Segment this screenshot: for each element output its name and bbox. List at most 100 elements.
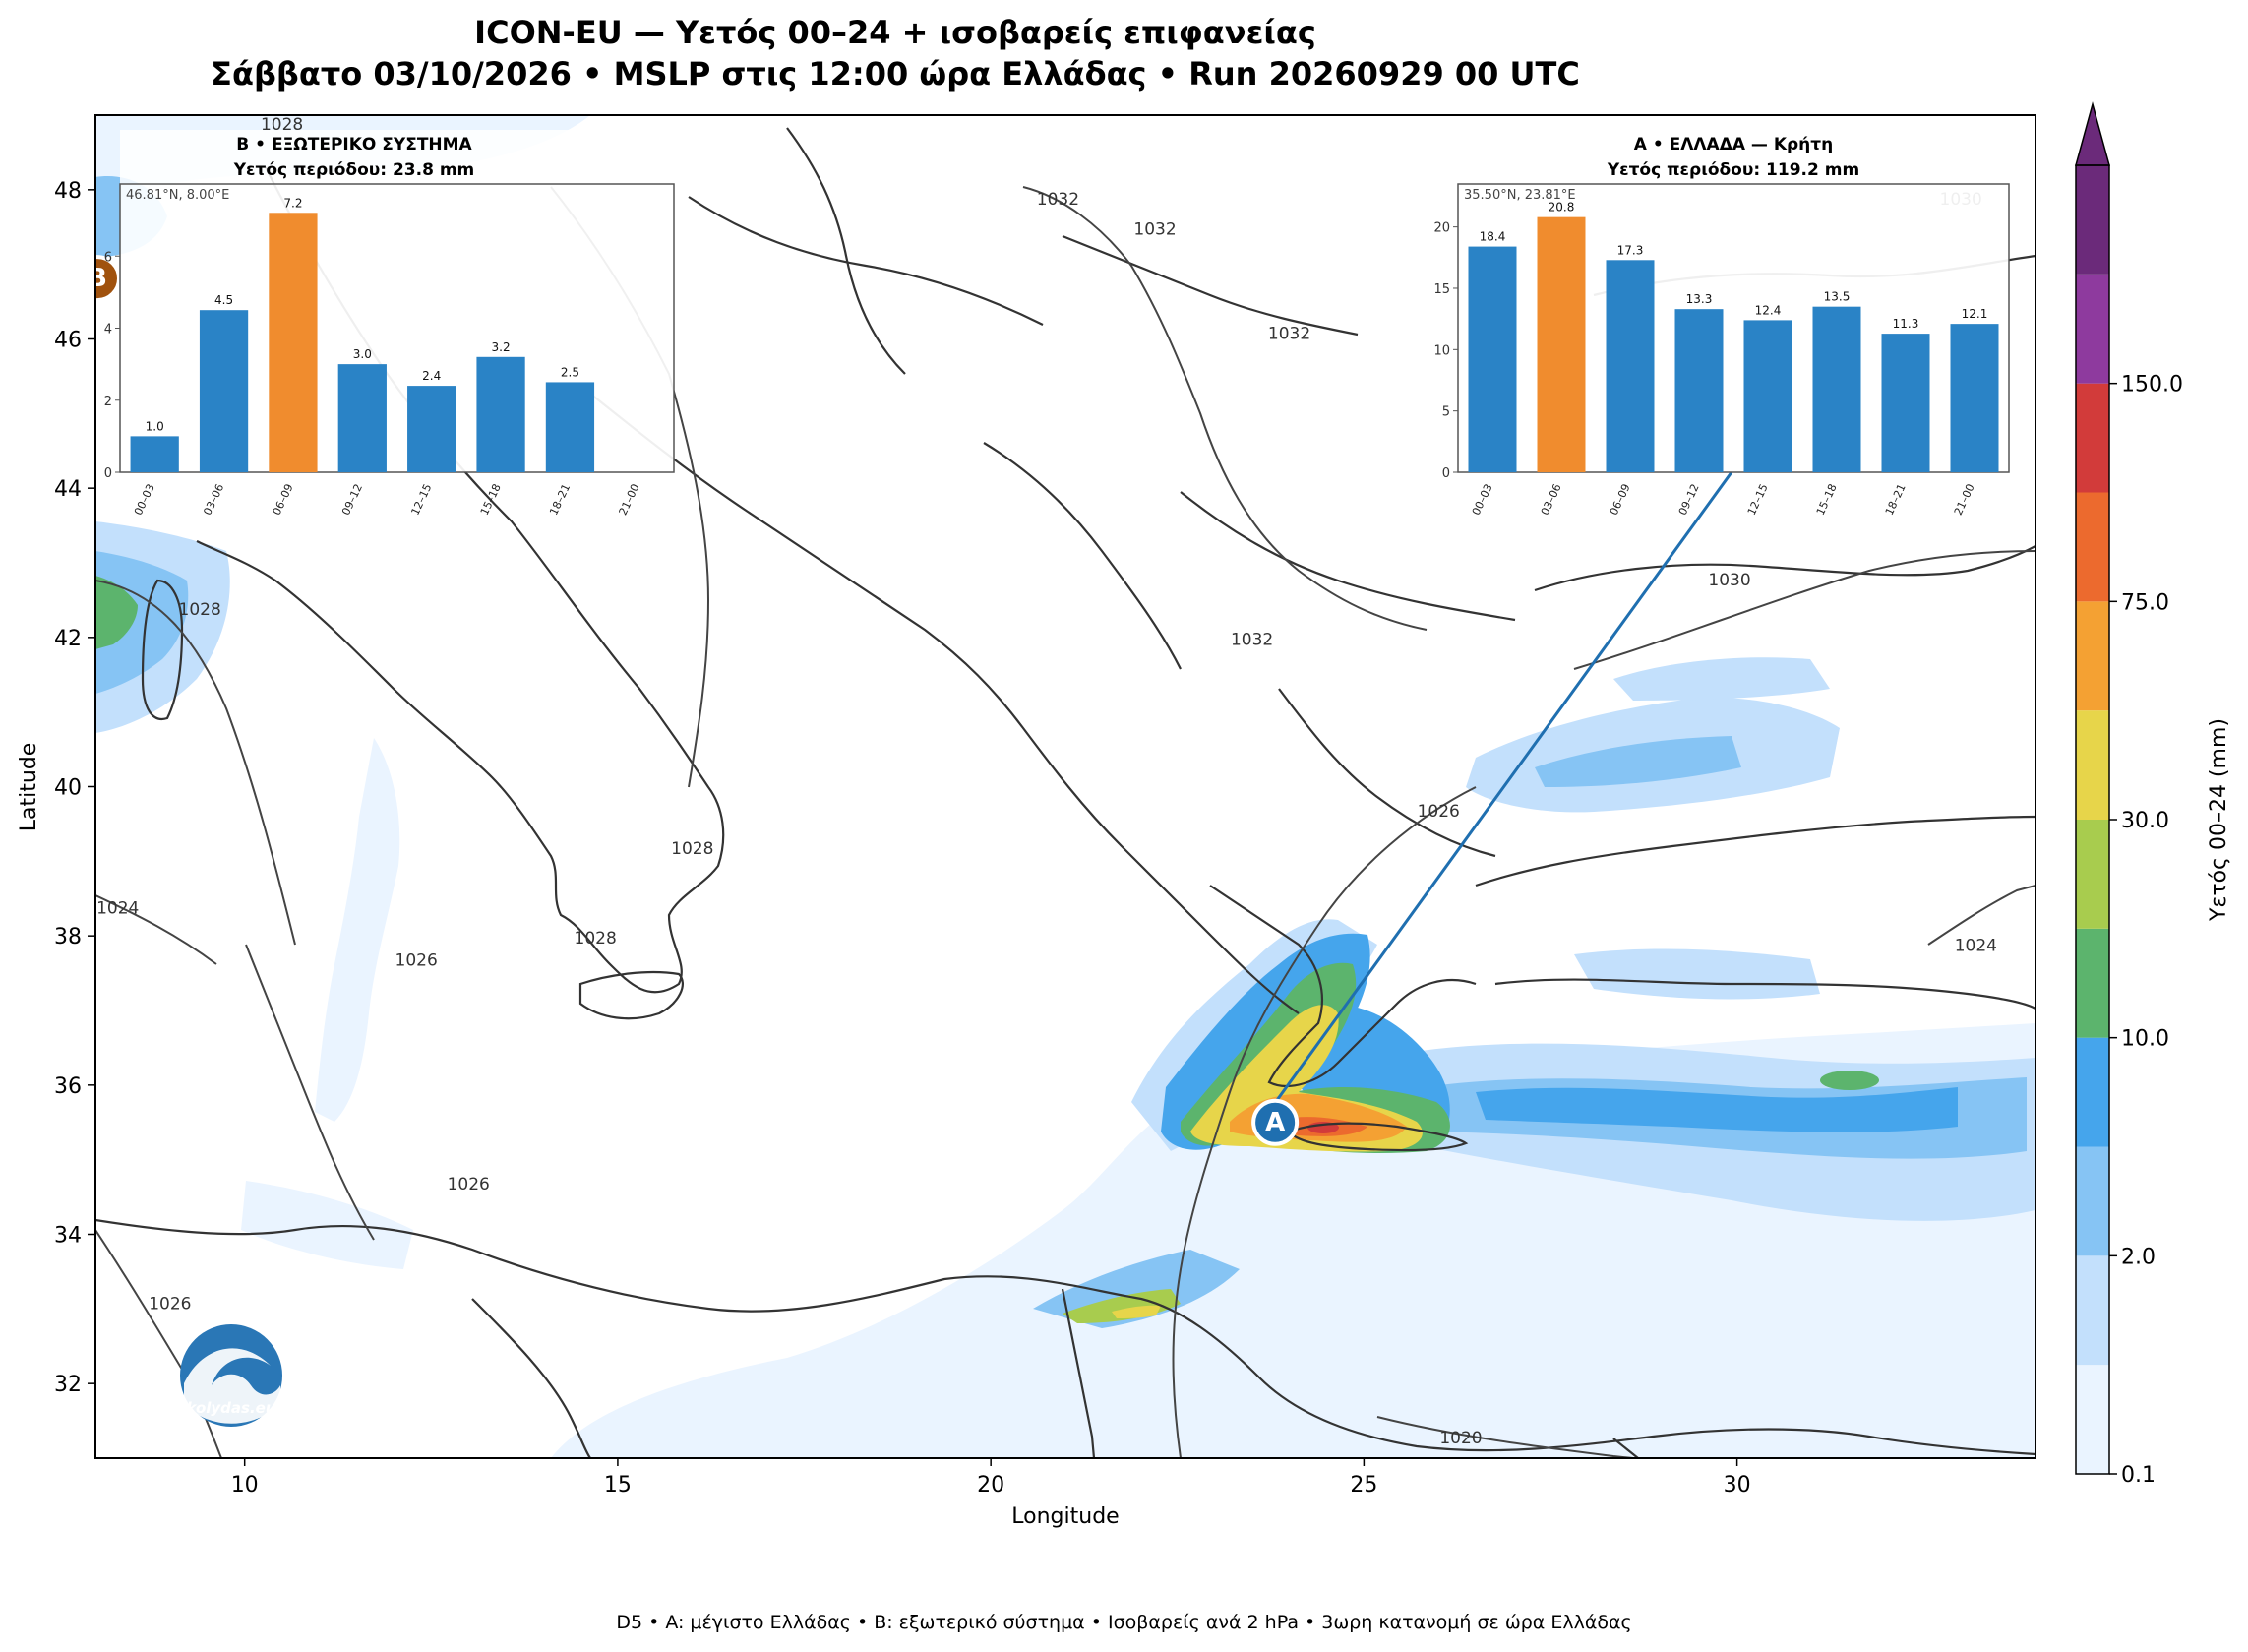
coast-black-sea — [1534, 545, 2035, 592]
marker-a-circle — [1251, 1098, 1300, 1146]
colorbar-segment — [2076, 1146, 2109, 1256]
isobar-1026-c — [95, 1229, 222, 1458]
marker-b-external-system[interactable]: B — [76, 255, 121, 303]
precip-area-black-sea — [1613, 657, 1830, 701]
inset-bar-value: 11.3 — [1893, 317, 1919, 331]
marker-a-connector — [1273, 471, 1733, 1104]
x-tick-label: 30 — [1724, 1473, 1751, 1498]
y-tick-label: 48 — [54, 179, 82, 204]
x-tick-label: 20 — [977, 1473, 1004, 1498]
isobar-label: 1026 — [395, 951, 438, 971]
inset-bar — [1537, 216, 1586, 473]
colorbar-tick-label: 75.0 — [2121, 590, 2169, 615]
coast-balkans — [589, 393, 1300, 1014]
isobar-label: 1026 — [149, 1294, 191, 1314]
colorbar-segment — [2076, 165, 2109, 275]
inset-bar-value: 1.0 — [146, 419, 164, 433]
border-9 — [1612, 1438, 1639, 1458]
kolydas-logo: kolydas.eu — [180, 1324, 282, 1427]
inset-y-tick-label: 2 — [104, 395, 112, 409]
isobar-1020 — [1376, 1416, 1634, 1458]
isobar-1026-b — [245, 944, 375, 1241]
isobar-label: 1032 — [1133, 219, 1176, 239]
x-axis-label: Longitude — [1011, 1504, 1119, 1529]
coast-greece — [1209, 885, 1477, 1087]
precip-area-libya-center — [1112, 1305, 1161, 1318]
border-3 — [1180, 491, 1516, 622]
colorbar-segment — [2076, 710, 2109, 820]
isobar-label: 1028 — [179, 600, 221, 620]
inset-bar-value: 3.0 — [353, 347, 372, 361]
inset-bar-value: 13.3 — [1686, 292, 1713, 306]
inset-y-tick-label: 4 — [104, 323, 112, 337]
colorbar-tick-label: 2.0 — [2121, 1245, 2156, 1269]
inset-y-tick-label: 0 — [1442, 466, 1450, 481]
coast-italy — [196, 166, 725, 994]
y-tick-label: 38 — [54, 925, 82, 949]
colorbar-tick-label: 150.0 — [2121, 373, 2183, 398]
precip-area-east-green — [1820, 1071, 1879, 1090]
inset-bar — [1468, 246, 1517, 472]
isobar-label: 1030 — [1708, 571, 1750, 590]
inset-bar — [476, 356, 525, 472]
precip-area-libya-core — [1063, 1289, 1181, 1323]
inset-bar — [407, 386, 456, 472]
precip-area-adriatic — [315, 738, 400, 1122]
inset-y-tick-label: 0 — [104, 466, 112, 481]
inset-a-total: Υετός περιόδου: 119.2 mm — [1607, 160, 1859, 180]
precip-area-aegean-inner — [1535, 736, 1741, 787]
border-8 — [1061, 1288, 1096, 1458]
y-tick-label: 42 — [54, 627, 82, 651]
isobar-label: 1032 — [1037, 190, 1079, 210]
colorbar-extend-arrow — [2075, 101, 2110, 166]
y-tick-label: 34 — [54, 1224, 82, 1249]
colorbar-segment — [2076, 1255, 2109, 1366]
inset-bar — [199, 310, 249, 472]
inset-b-header-bg — [120, 130, 671, 185]
y-tick-label: 36 — [54, 1074, 82, 1099]
coast-crete — [1287, 1122, 1469, 1152]
isobar-label: 1032 — [1231, 630, 1273, 649]
colorbar-label: Υετός 00–24 (mm) — [2207, 718, 2231, 922]
isobar-label: 1024 — [96, 898, 139, 918]
inset-bar-value: 18.4 — [1480, 230, 1506, 244]
map-footer-note: D5 • A: μέγιστο Ελλάδας • B: εξωτερικό σ… — [616, 1612, 1632, 1633]
inset-bar-value: 7.2 — [283, 196, 302, 210]
inset-a-bars: 18.4 20.8 17.3 13.3 12.4 13.5 11.3 12.1 — [1468, 201, 1999, 473]
colorbar-segment — [2076, 274, 2109, 384]
marker-b-letter: B — [88, 264, 107, 293]
border-2 — [983, 442, 1182, 670]
inset-bar-value: 4.5 — [214, 293, 233, 307]
colorbar-segment — [2076, 1365, 2109, 1474]
inset-bar-value: 12.4 — [1755, 303, 1782, 317]
isobar-label: 1032 — [1268, 325, 1310, 344]
inset-y-tick-label: 10 — [1433, 343, 1450, 358]
marker-a-max-greece[interactable]: A — [1251, 1098, 1300, 1146]
isobar-1026-a — [1172, 786, 1477, 1458]
marker-a-letter: A — [1265, 1108, 1285, 1137]
inset-y-tick-label: 15 — [1433, 282, 1450, 297]
colorbar-tick-label: 30.0 — [2121, 809, 2169, 833]
isobar-label: 1028 — [671, 839, 713, 859]
inset-bar — [130, 436, 179, 472]
inset-b-total: Υετός περιόδου: 23.8 mm — [233, 160, 475, 180]
inset-b-bars: 1.0 4.5 7.2 3.0 2.4 3.2 2.5 — [130, 196, 595, 473]
border-7 — [471, 1298, 591, 1458]
inset-bar — [1674, 309, 1724, 472]
inset-bar — [1743, 320, 1792, 472]
y-tick-label: 44 — [54, 477, 82, 502]
x-tick-label: 15 — [604, 1473, 632, 1498]
logo-text: kolydas.eu — [186, 1399, 275, 1417]
colorbar-ticks: 0.1 2.0 10.0 30.0 75.0 150.0 — [2109, 373, 2183, 1488]
inset-bar-value: 2.5 — [561, 365, 579, 379]
isobar-1032-a — [1022, 186, 1428, 631]
colorbar-tick-label: 10.0 — [2121, 1027, 2169, 1052]
colorbar-segment — [2076, 383, 2109, 493]
inset-b-y-ticks: 0 2 4 6 — [104, 250, 120, 481]
inset-bar-value: 12.1 — [1962, 307, 1988, 321]
precip-area-corsica-core — [95, 576, 138, 649]
inset-b-coords: 46.81°N, 8.00°E — [126, 188, 229, 203]
border-6 — [1278, 688, 1496, 858]
inset-y-tick-label: 6 — [104, 250, 112, 265]
inset-bar-value: 13.5 — [1824, 290, 1851, 304]
